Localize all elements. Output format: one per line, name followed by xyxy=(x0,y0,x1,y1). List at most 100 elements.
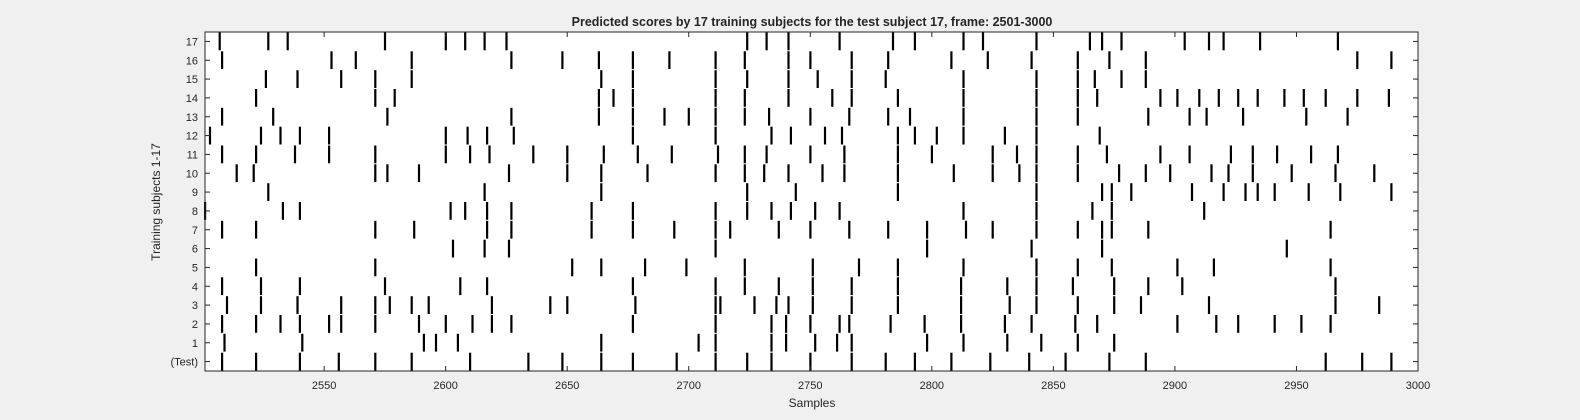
raster-mark xyxy=(1147,277,1150,296)
raster-mark xyxy=(434,333,438,352)
raster-mark xyxy=(1035,277,1038,296)
x-tick-label: 2650 xyxy=(555,380,579,392)
raster-mark xyxy=(281,202,284,220)
raster-mark xyxy=(1273,315,1276,333)
raster-mark xyxy=(809,107,812,126)
chart-title: Predicted scores by 17 training subjects… xyxy=(572,15,1053,29)
raster-mark xyxy=(1088,32,1091,51)
raster-mark xyxy=(1093,70,1096,88)
raster-mark xyxy=(1361,352,1364,371)
raster-mark xyxy=(413,220,416,239)
raster-mark xyxy=(775,296,778,314)
raster-mark xyxy=(255,352,258,371)
raster-mark xyxy=(1329,258,1332,277)
raster-mark xyxy=(962,89,965,107)
raster-mark xyxy=(913,32,916,51)
raster-mark xyxy=(255,220,258,239)
raster-mark xyxy=(857,258,861,277)
raster-mark xyxy=(340,315,343,333)
raster-mark xyxy=(510,220,513,239)
raster-mark xyxy=(785,315,788,333)
raster-mark xyxy=(1190,183,1194,201)
raster-mark xyxy=(597,89,600,107)
raster-mark xyxy=(746,183,749,201)
raster-mark xyxy=(600,352,603,371)
raster-mark xyxy=(809,51,812,70)
raster-mark xyxy=(1120,70,1123,88)
raster-mark xyxy=(483,183,486,201)
x-tick-label: 3000 xyxy=(1406,380,1430,392)
plot-frame xyxy=(204,31,1419,372)
raster-mark xyxy=(631,315,634,333)
raster-mark xyxy=(1222,183,1225,201)
raster-mark xyxy=(337,352,340,371)
raster-mark xyxy=(634,296,637,314)
raster-mark xyxy=(989,352,992,371)
raster-mark xyxy=(259,277,263,296)
raster-mark xyxy=(1008,296,1011,314)
raster-mark xyxy=(714,333,717,352)
x-axis-label: Samples xyxy=(789,396,836,410)
raster-mark xyxy=(673,220,676,239)
raster-mark xyxy=(816,70,819,88)
raster-mark xyxy=(1259,32,1262,51)
raster-mark xyxy=(221,51,224,70)
raster-mark xyxy=(1242,107,1245,126)
raster-mark xyxy=(1181,277,1184,296)
raster-mark xyxy=(374,315,377,333)
raster-mark xyxy=(1110,183,1113,201)
raster-mark xyxy=(962,333,965,352)
raster-mark xyxy=(328,145,331,164)
raster-mark xyxy=(811,277,814,296)
raster-mark xyxy=(383,277,387,296)
y-tick-label: 7 xyxy=(192,225,198,237)
raster-mark xyxy=(328,315,331,333)
raster-mark xyxy=(1324,352,1327,371)
raster-mark xyxy=(1076,51,1079,70)
raster-mark xyxy=(469,145,472,164)
raster-mark xyxy=(1244,183,1247,201)
raster-mark xyxy=(636,145,639,164)
y-tick-label: 4 xyxy=(192,281,198,293)
raster-mark xyxy=(1144,164,1147,183)
raster-mark xyxy=(486,202,489,220)
raster-mark xyxy=(850,296,853,314)
raster-mark xyxy=(787,164,790,183)
raster-mark xyxy=(930,145,933,164)
raster-mark xyxy=(449,202,452,220)
raster-mark xyxy=(510,51,513,70)
raster-mark xyxy=(374,296,377,314)
raster-mark xyxy=(571,258,574,277)
raster-mark xyxy=(714,164,717,183)
raster-mark xyxy=(787,70,790,88)
raster-mark xyxy=(962,258,965,277)
raster-mark xyxy=(787,32,790,51)
raster-mark xyxy=(838,315,841,333)
raster-mark xyxy=(1307,183,1310,201)
x-tick-label: 2850 xyxy=(1041,380,1065,392)
raster-mark xyxy=(483,32,486,51)
raster-mark xyxy=(600,164,603,183)
raster-mark xyxy=(374,89,377,107)
raster-mark xyxy=(964,220,968,239)
raster-mark xyxy=(422,333,425,352)
y-tick-label: 14 xyxy=(186,93,198,105)
raster-mark xyxy=(1390,183,1393,201)
raster-mark xyxy=(221,315,224,333)
raster-mark xyxy=(507,239,511,258)
raster-mark xyxy=(444,315,447,333)
raster-mark xyxy=(505,32,508,51)
raster-mark xyxy=(663,107,666,126)
raster-mark xyxy=(255,145,258,164)
raster-mark xyxy=(670,145,673,164)
raster-mark xyxy=(602,145,605,164)
raster-mark xyxy=(1003,315,1006,333)
raster-mark xyxy=(952,164,955,183)
raster-mark xyxy=(293,145,297,164)
raster-mark xyxy=(1096,89,1099,107)
raster-mark xyxy=(296,70,299,88)
raster-mark xyxy=(960,277,963,296)
raster-mark xyxy=(510,202,513,220)
raster-mark xyxy=(512,126,515,145)
raster-mark xyxy=(908,107,912,126)
